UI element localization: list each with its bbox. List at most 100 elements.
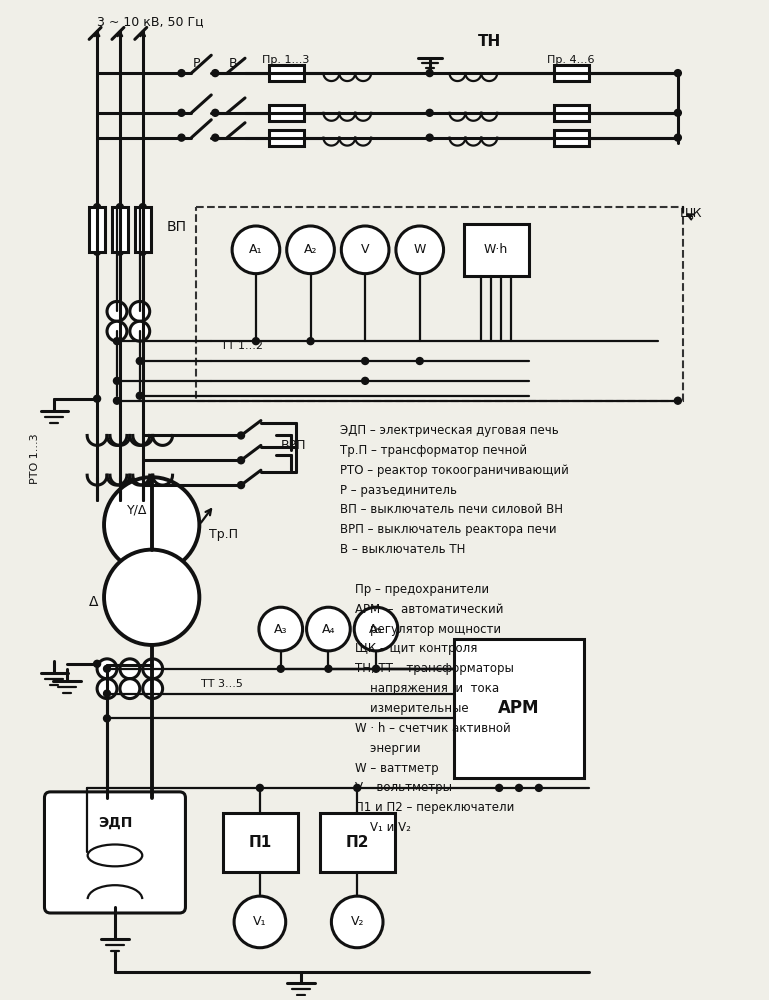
Circle shape xyxy=(535,784,542,791)
Circle shape xyxy=(211,134,218,141)
Bar xyxy=(112,207,128,252)
Text: A₄: A₄ xyxy=(321,623,335,636)
Circle shape xyxy=(136,392,143,399)
Circle shape xyxy=(252,338,259,345)
Circle shape xyxy=(94,660,101,667)
Circle shape xyxy=(104,715,111,722)
Circle shape xyxy=(114,397,121,404)
Circle shape xyxy=(396,226,444,274)
Circle shape xyxy=(97,679,117,699)
Text: Тр.П: Тр.П xyxy=(209,528,238,541)
Circle shape xyxy=(426,70,433,77)
Circle shape xyxy=(107,321,127,341)
Text: энергии: энергии xyxy=(355,742,421,755)
Text: ВРП: ВРП xyxy=(281,439,306,452)
Circle shape xyxy=(120,659,140,679)
Text: В: В xyxy=(229,57,238,70)
Circle shape xyxy=(114,338,121,345)
Circle shape xyxy=(178,70,185,77)
Text: V: V xyxy=(361,243,369,256)
Circle shape xyxy=(211,109,218,116)
Bar xyxy=(454,639,584,778)
Circle shape xyxy=(238,432,245,439)
Circle shape xyxy=(97,659,117,679)
Text: ТН, ТТ – трансформаторы: ТН, ТТ – трансформаторы xyxy=(355,662,514,675)
Text: V₁ и V₂: V₁ и V₂ xyxy=(355,821,411,834)
Text: напряжения  и  тока: напряжения и тока xyxy=(355,682,499,695)
Text: Y/Δ: Y/Δ xyxy=(127,503,147,516)
Text: 3 ~ 10 кВ, 50 Гц: 3 ~ 10 кВ, 50 Гц xyxy=(97,15,204,28)
Circle shape xyxy=(373,665,380,672)
Circle shape xyxy=(496,784,503,791)
Bar xyxy=(269,105,304,121)
Circle shape xyxy=(114,377,121,384)
Circle shape xyxy=(120,679,140,699)
Circle shape xyxy=(104,665,111,672)
Text: W: W xyxy=(414,243,426,256)
Circle shape xyxy=(234,896,286,948)
Bar xyxy=(223,813,298,872)
Bar xyxy=(464,224,529,276)
Circle shape xyxy=(331,896,383,948)
Text: V₁: V₁ xyxy=(253,915,267,928)
Bar xyxy=(554,65,588,81)
Text: ВП: ВП xyxy=(167,220,187,234)
Text: W·h: W·h xyxy=(484,243,508,256)
Circle shape xyxy=(256,784,263,791)
Circle shape xyxy=(116,204,123,211)
Text: ТТ 3...5: ТТ 3...5 xyxy=(201,679,243,689)
Text: регулятор мощности: регулятор мощности xyxy=(355,623,501,636)
Text: V₂: V₂ xyxy=(351,915,364,928)
Bar xyxy=(269,65,304,81)
Text: РТО 1...3: РТО 1...3 xyxy=(29,433,39,484)
Circle shape xyxy=(136,358,143,364)
Circle shape xyxy=(361,358,368,364)
Text: ВП – выключатель печи силовой ВН: ВП – выключатель печи силовой ВН xyxy=(341,503,564,516)
Text: ЩК: ЩК xyxy=(680,206,702,219)
Circle shape xyxy=(674,109,681,116)
Text: A₅: A₅ xyxy=(369,623,383,636)
Bar xyxy=(321,813,395,872)
Circle shape xyxy=(674,397,681,404)
Circle shape xyxy=(104,550,199,645)
Text: ЭДП: ЭДП xyxy=(98,816,132,830)
Bar xyxy=(196,207,683,401)
Circle shape xyxy=(674,70,681,77)
Text: измерительные: измерительные xyxy=(355,702,469,715)
Circle shape xyxy=(143,679,162,699)
Circle shape xyxy=(426,109,433,116)
Text: АРМ: АРМ xyxy=(498,699,540,717)
Bar xyxy=(135,207,151,252)
Circle shape xyxy=(354,784,361,791)
Circle shape xyxy=(139,204,146,211)
Circle shape xyxy=(94,395,101,402)
Circle shape xyxy=(416,358,423,364)
Circle shape xyxy=(116,248,123,255)
Text: W – ваттметр: W – ваттметр xyxy=(355,762,439,775)
Text: ТТ 1...2: ТТ 1...2 xyxy=(221,341,263,351)
Text: Р: Р xyxy=(192,57,200,70)
Bar xyxy=(554,130,588,146)
Circle shape xyxy=(130,321,150,341)
Text: Пр. 4...6: Пр. 4...6 xyxy=(547,55,594,65)
Text: ВРП – выключатель реактора печи: ВРП – выключатель реактора печи xyxy=(341,523,557,536)
Circle shape xyxy=(107,301,127,321)
Circle shape xyxy=(104,477,199,572)
Text: A₂: A₂ xyxy=(304,243,318,256)
Text: A₁: A₁ xyxy=(249,243,263,256)
Circle shape xyxy=(674,134,681,141)
Circle shape xyxy=(325,665,332,672)
Bar xyxy=(554,105,588,121)
Circle shape xyxy=(94,248,101,255)
Circle shape xyxy=(232,226,280,274)
Circle shape xyxy=(104,690,111,697)
Circle shape xyxy=(307,607,350,651)
Text: П1: П1 xyxy=(248,835,271,850)
Circle shape xyxy=(139,248,146,255)
Text: АРМ  –  автоматический: АРМ – автоматический xyxy=(355,603,504,616)
Bar xyxy=(269,130,304,146)
Circle shape xyxy=(211,70,218,77)
Text: W · h – счетчик активной: W · h – счетчик активной xyxy=(355,722,511,735)
Circle shape xyxy=(355,607,398,651)
Circle shape xyxy=(130,301,150,321)
